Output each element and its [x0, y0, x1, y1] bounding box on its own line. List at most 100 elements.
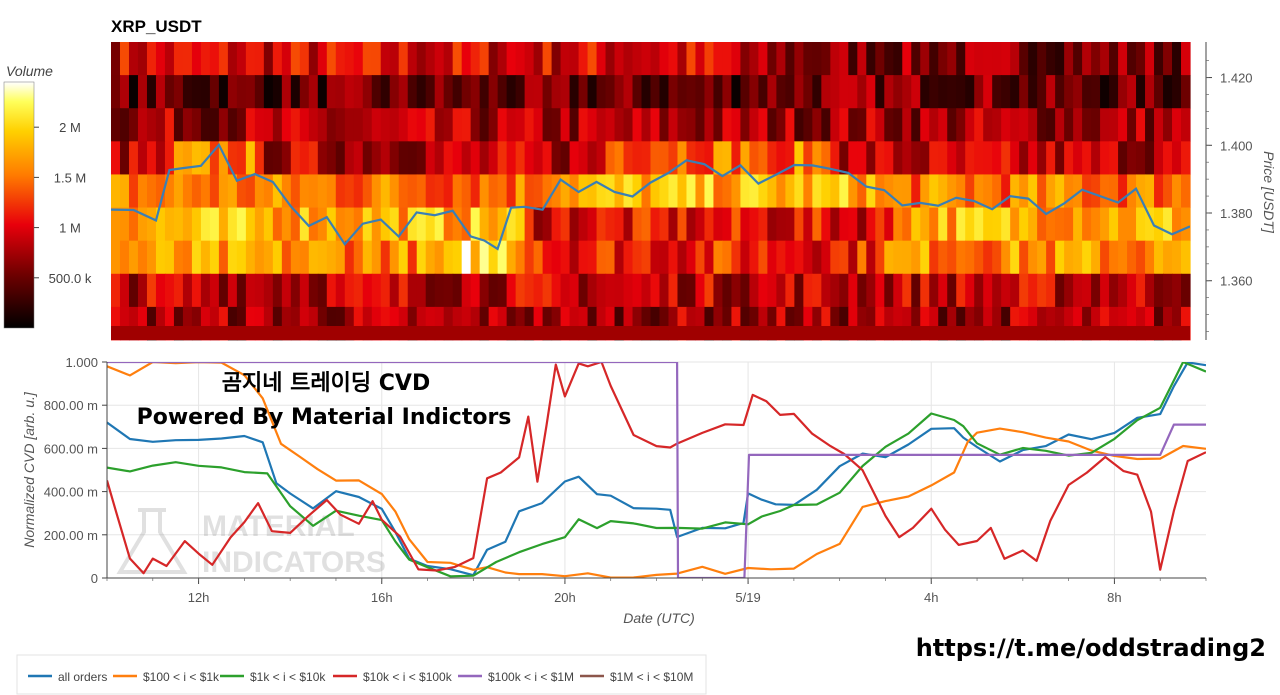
heatmap-cell	[272, 207, 283, 242]
heatmap-cell	[677, 273, 688, 308]
heatmap-cell	[1073, 207, 1083, 242]
heatmap-cell	[560, 240, 571, 275]
heatmap-cell	[1163, 75, 1173, 109]
heatmap-cell	[623, 108, 634, 142]
heatmap-cell	[713, 108, 724, 142]
heatmap-cell	[1064, 141, 1074, 175]
heatmap-cell	[425, 174, 436, 208]
heatmap-cell	[992, 306, 1002, 341]
heatmap-cell	[245, 273, 256, 308]
heatmap-cell	[704, 273, 715, 308]
heatmap-cell	[893, 108, 903, 142]
heatmap-cell	[470, 42, 481, 76]
heatmap-cell	[146, 174, 157, 208]
heatmap-cell	[749, 174, 759, 208]
heatmap-cell	[1046, 273, 1056, 308]
heatmap-cell	[488, 306, 499, 341]
heatmap-cell	[947, 75, 957, 109]
heatmap-cell	[1100, 174, 1110, 208]
heatmap-cell	[803, 141, 813, 175]
heatmap-cell	[497, 240, 508, 275]
heatmap-cell	[173, 42, 184, 76]
heatmap-cell	[722, 174, 733, 208]
heatmap-cell	[713, 207, 724, 242]
heatmap-cell	[902, 42, 912, 76]
heatmap-cell	[848, 207, 858, 242]
heatmap-cell	[335, 207, 346, 242]
heatmap-cell	[200, 174, 211, 208]
heatmap-cell	[227, 273, 238, 308]
heatmap-cell	[1100, 108, 1110, 142]
heatmap-cell	[317, 306, 328, 341]
heatmap-cell	[632, 108, 643, 142]
heatmap-cell	[1091, 108, 1101, 142]
heatmap-cell	[1145, 273, 1155, 308]
heatmap-cell	[111, 306, 121, 341]
heatmap-cell	[1082, 75, 1092, 109]
heatmap-cell	[515, 108, 526, 142]
heatmap-cell	[1100, 306, 1110, 341]
heatmap-cell	[461, 108, 472, 142]
heatmap-cell	[659, 207, 670, 242]
telegram-link[interactable]: https://t.me/oddstrading2	[916, 634, 1266, 662]
heatmap-cell	[974, 75, 984, 109]
heatmap-cell	[281, 141, 292, 175]
heatmap-cell	[893, 240, 903, 275]
heatmap-cell	[470, 141, 481, 175]
heatmap-cell	[992, 174, 1002, 208]
heatmap-cell	[353, 240, 364, 275]
heatmap-cell	[794, 141, 804, 175]
heatmap-cell	[1082, 240, 1092, 275]
heatmap-cell	[821, 42, 831, 76]
heatmap-cell	[389, 42, 400, 76]
heatmap-cell	[605, 75, 616, 109]
heatmap-cell	[1010, 306, 1020, 341]
heatmap-cell	[1019, 42, 1029, 76]
heatmap-cell	[695, 306, 706, 341]
heatmap-cell	[974, 273, 984, 308]
heatmap-cell	[686, 108, 697, 142]
heatmap-cell	[308, 108, 319, 142]
heatmap-cell	[794, 108, 804, 142]
heatmap-cell	[200, 42, 211, 76]
heatmap-cell	[884, 174, 894, 208]
heatmap-cell	[299, 141, 310, 175]
heatmap-cell	[380, 174, 391, 208]
colorbar-tick-label: 1.5 M	[54, 170, 87, 185]
heatmap-cell	[1037, 75, 1047, 109]
heatmap-cell	[497, 273, 508, 308]
heatmap-cell	[173, 273, 184, 308]
heatmap-cell	[1073, 42, 1083, 76]
heatmap-cell	[1136, 240, 1146, 275]
heatmap-cell	[767, 108, 777, 142]
heatmap-cell	[155, 207, 166, 242]
heatmap-cell	[812, 75, 822, 109]
heatmap-cell	[740, 174, 751, 208]
heatmap-cell	[245, 141, 256, 175]
heatmap-cell	[911, 174, 921, 208]
heatmap-cell	[407, 75, 418, 109]
heatmap-cell	[182, 108, 193, 142]
heatmap-cell	[614, 174, 625, 208]
heatmap-cell	[236, 42, 247, 76]
heatmap-cell	[866, 306, 876, 341]
heatmap-cell	[641, 42, 652, 76]
heatmap-cell	[479, 240, 490, 275]
heatmap-cell	[749, 306, 759, 341]
heatmap-cell	[650, 174, 661, 208]
heatmap-cell	[1073, 240, 1083, 275]
heatmap-cell	[605, 306, 616, 341]
heatmap-cell	[1163, 306, 1173, 341]
heatmap-cell	[155, 75, 166, 109]
heatmap-cell	[380, 273, 391, 308]
heatmap-cell	[704, 75, 715, 109]
heatmap-cell	[866, 207, 876, 242]
heatmap-cell	[254, 240, 265, 275]
heatmap-cell	[1073, 273, 1083, 308]
heatmap-cell	[623, 42, 634, 76]
heatmap-cell	[686, 207, 697, 242]
heatmap-cell	[857, 207, 867, 242]
heatmap-cell	[119, 42, 130, 76]
heatmap-cell	[533, 108, 544, 142]
heatmap-cell	[506, 174, 517, 208]
